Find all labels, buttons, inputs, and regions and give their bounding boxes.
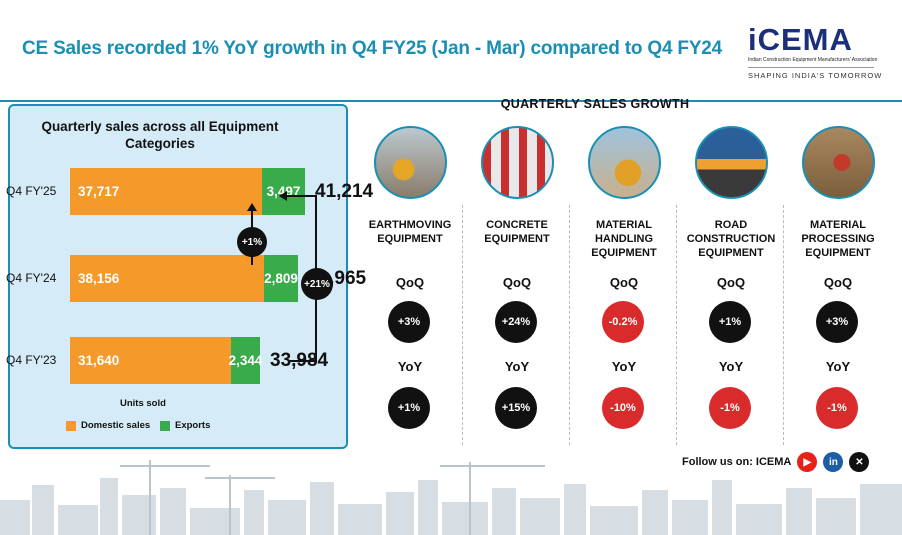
legend-label-domestic: Domestic sales (81, 420, 151, 431)
category-label-line: EQUIPMENT (698, 247, 764, 259)
bar-domestic: 31,640 (70, 337, 231, 384)
category-label-line: EQUIPMENT (591, 247, 657, 259)
category-label: EARTHMOVING EQUIPMENT (356, 218, 464, 246)
growth-column: EARTHMOVING EQUIPMENT QoQ +3% YoY +1% (356, 120, 464, 445)
growth-section-title: QUARTERLY SALES GROWTH (500, 97, 690, 111)
growth-column: MATERIAL PROCESSING EQUIPMENT QoQ +3% YoY -1% (784, 120, 892, 445)
equipment-photo (588, 126, 661, 199)
qoq-label: QoQ (823, 275, 853, 290)
yoy-value: -1% (816, 387, 858, 429)
headline: CE Sales recorded 1% YoY growth in Q4 FY… (22, 38, 723, 59)
row-label: Q4 FY'25 (6, 184, 57, 198)
equipment-photo (695, 126, 768, 199)
bar-exports: 2,344 (229, 337, 262, 384)
category-label-line: MATERIAL (595, 219, 652, 231)
qoq-label: QoQ (609, 275, 639, 290)
yoy-value: -1% (709, 387, 751, 429)
x-icon[interactable]: ✕ (849, 452, 870, 472)
row-label: Q4 FY'24 (6, 271, 57, 285)
category-label: MATERIAL HANDLING EQUIPMENT (570, 218, 678, 260)
category-label-line: HANDLING (594, 233, 654, 245)
column-separator (569, 205, 570, 445)
category-label-line: PROCESSING (801, 233, 875, 245)
equipment-photo (802, 126, 875, 199)
header-divider (0, 100, 902, 102)
qoq-value: +3% (388, 301, 430, 343)
x-axis-label: Units sold (120, 398, 166, 409)
logo-tagline: SHAPING INDIA'S TOMORROW (748, 71, 883, 80)
youtube-icon[interactable]: ▶ (797, 452, 818, 472)
panel-title: Quarterly sales across all Equipment Cat… (41, 119, 279, 151)
linkedin-icon[interactable]: in (823, 452, 844, 472)
logo-divider (748, 67, 874, 68)
yoy-label: YoY (718, 359, 744, 374)
growth-column: MATERIAL HANDLING EQUIPMENT QoQ -0.2% YoY -10% (570, 120, 678, 445)
legend-label-exports: Exports (175, 420, 211, 431)
legend-swatch-domestic (66, 420, 76, 431)
logo-word: iCEMA (748, 22, 853, 57)
row-label: Q4 FY'23 (6, 353, 57, 367)
category-label: MATERIAL PROCESSING EQUIPMENT (784, 218, 892, 260)
category-label-line: EQUIPMENT (805, 247, 871, 259)
city-skyline-illustration (0, 460, 902, 535)
growth-column: CONCRETE EQUIPMENT QoQ +24% YoY +15% (463, 120, 571, 445)
connector-line (290, 360, 317, 362)
logo-subtitle: Indian Construction Equipment Manufactur… (748, 57, 878, 63)
legend-domestic: Domestic sales (66, 420, 150, 431)
header: CE Sales recorded 1% YoY growth in Q4 FY… (0, 0, 902, 100)
growth-badge-yoy: +1% (237, 227, 267, 257)
yoy-value: +1% (388, 387, 430, 429)
column-separator (676, 205, 677, 445)
bar-total: 41,214 (315, 181, 374, 202)
qoq-value: -0.2% (602, 301, 644, 343)
connector-arrow (279, 191, 287, 201)
category-label-line: ROAD (714, 219, 748, 231)
qoq-value: +3% (816, 301, 858, 343)
equipment-photo (481, 126, 554, 199)
bar-domestic: 37,717 (70, 168, 262, 215)
yoy-label: YoY (611, 359, 637, 374)
bar-exports: 2,809 (264, 255, 298, 302)
bar-domestic: 38,156 (70, 255, 264, 302)
qoq-label: QoQ (502, 275, 532, 290)
column-separator (462, 205, 463, 445)
growth-badge-two-year: +21% (301, 268, 333, 300)
category-label-line: EARTHMOVING (368, 219, 452, 231)
yoy-label: YoY (397, 359, 423, 374)
yoy-label: YoY (825, 359, 851, 374)
yoy-value: +15% (495, 387, 537, 429)
follow-us: Follow us on: ICEMA ▶ in ✕ (682, 452, 870, 472)
qoq-label: QoQ (395, 275, 425, 290)
growth-column: ROAD CONSTRUCTION EQUIPMENT QoQ +1% YoY -1% (677, 120, 785, 445)
legend-exports: Exports (160, 420, 210, 431)
qoq-value: +1% (709, 301, 751, 343)
category-label-line: EQUIPMENT (377, 233, 443, 245)
icema-logo: iCEMA Indian Construction Equipment Manu… (748, 24, 888, 84)
equipment-photo (374, 126, 447, 199)
qoq-label: QoQ (716, 275, 746, 290)
qoq-value: +24% (495, 301, 537, 343)
category-label-line: MATERIAL (809, 219, 866, 231)
category-label-line: CONSTRUCTION (686, 233, 776, 245)
connector-arrow (247, 203, 257, 211)
connector-line (285, 195, 317, 197)
category-label-line: EQUIPMENT (484, 233, 550, 245)
yoy-value: -10% (602, 387, 644, 429)
yoy-label: YoY (504, 359, 530, 374)
category-label-line: CONCRETE (486, 219, 548, 231)
category-label: ROAD CONSTRUCTION EQUIPMENT (677, 218, 785, 260)
follow-text: Follow us on: ICEMA (682, 456, 792, 468)
column-separator (783, 205, 784, 445)
legend-swatch-exports (160, 420, 170, 431)
category-label: CONCRETE EQUIPMENT (463, 218, 571, 246)
